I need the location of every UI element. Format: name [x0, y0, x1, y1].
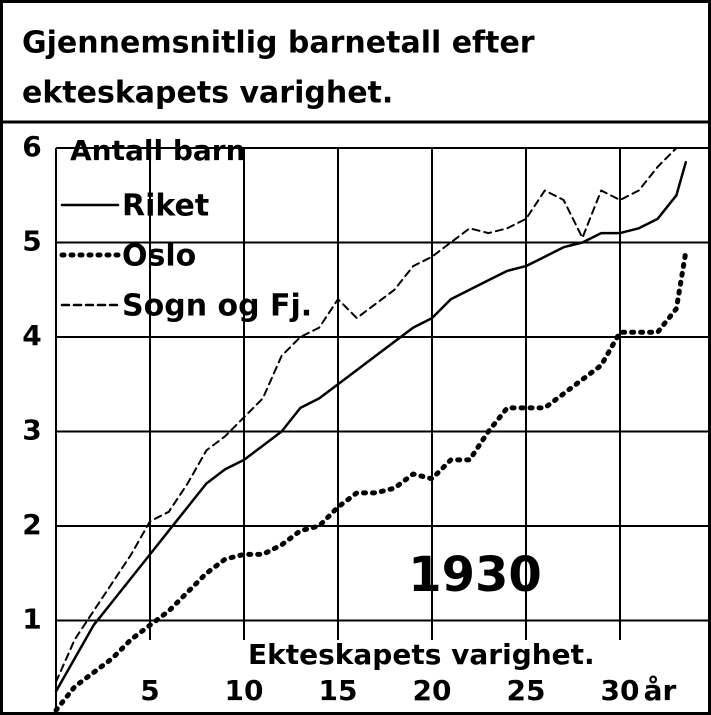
y-axis-label: Antall barn: [70, 134, 246, 167]
y-tick-label: 5: [22, 225, 41, 258]
x-tick-label: 15: [319, 674, 358, 707]
x-axis-label: Ekteskapets varighet.: [248, 638, 595, 671]
y-tick-label: 4: [22, 319, 41, 352]
chart-title: Gjennemsnitlig barnetall efter: [22, 26, 535, 61]
legend-label: Sogn og Fj.: [122, 289, 312, 324]
y-tick-label: 3: [22, 414, 41, 447]
x-tick-label: 30: [601, 674, 640, 707]
x-unit-label: år: [644, 674, 677, 707]
series-line: [55, 147, 678, 683]
x-tick-label: 5: [140, 674, 159, 707]
series-line: [53, 249, 689, 713]
x-tick-label: 20: [413, 674, 452, 707]
x-tick-label: 25: [507, 674, 546, 707]
y-tick-label: 2: [22, 508, 41, 541]
y-tick-label: 1: [22, 603, 41, 636]
series-line: [54, 160, 688, 693]
legend-label: Riket: [122, 189, 209, 224]
annotation: 1930: [408, 547, 542, 603]
chart-title: ekteskapets varighet.: [22, 76, 393, 111]
legend-label: Oslo: [122, 239, 196, 274]
y-tick-label: 6: [22, 130, 41, 163]
x-tick-label: 10: [225, 674, 264, 707]
